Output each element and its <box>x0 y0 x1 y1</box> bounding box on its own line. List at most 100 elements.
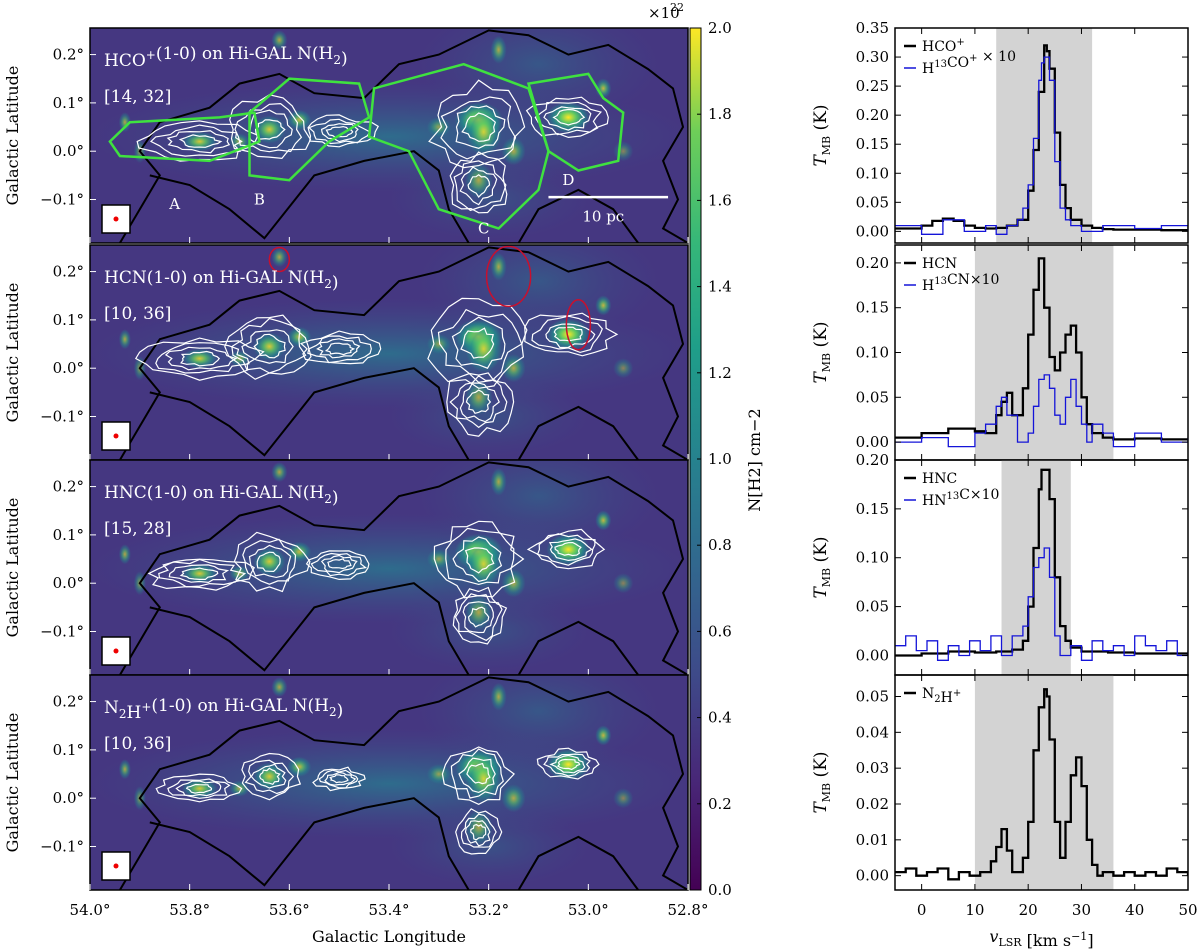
spectrum-line-isotopologue <box>895 374 1188 448</box>
map-emission-clump <box>490 35 507 64</box>
colorbar-tick-label: 0.0 <box>708 881 732 899</box>
y-tick-label: 0.0° <box>53 789 84 807</box>
molecular-contour <box>445 527 515 586</box>
y-tick-label: 0.2° <box>53 693 84 711</box>
y-tick-label: 0.1° <box>53 311 84 329</box>
map-emission-clump <box>465 539 502 588</box>
y-tick-label: 0.35 <box>856 19 889 37</box>
region-outline <box>526 72 625 172</box>
title-part: 2 <box>329 705 337 719</box>
y-axis-label: TMB (K) <box>811 751 833 813</box>
molecular-contour <box>536 533 596 566</box>
map-emission-clump <box>464 379 493 416</box>
legend-label: HN13C×10 <box>922 487 999 509</box>
y-tick-label: 0.10 <box>856 549 889 567</box>
region-label: B <box>254 190 265 208</box>
title-part: 2 <box>119 707 127 721</box>
region-outline <box>108 111 261 163</box>
title-part: 2 <box>324 277 332 291</box>
x-tick-label: 53.2° <box>468 901 509 919</box>
colorbar-tick-label: 1.4 <box>708 278 732 296</box>
map-panel: HCN(1-0) on Hi-GAL N(H2) [10, 36] 0.2° 0.1°… <box>3 244 689 461</box>
molecular-contour <box>449 375 508 429</box>
map-emission-clump <box>271 677 288 698</box>
y-tick-label: −0.1° <box>40 408 84 426</box>
label-part: (K) <box>811 536 831 567</box>
molecular-contour <box>185 783 213 794</box>
map-emission-clump <box>118 759 131 780</box>
x-axis-label: Galactic Longitude <box>312 927 466 946</box>
map-emission-clump <box>613 358 634 379</box>
hi-gal-contour <box>517 835 640 890</box>
molecular-contour <box>451 316 506 369</box>
molecular-contour <box>452 536 503 583</box>
molecular-contour <box>446 372 515 437</box>
molecular-contour <box>229 94 312 160</box>
velocity-range: [10, 36] <box>104 734 171 754</box>
y-tick-label: 0.00 <box>856 646 889 664</box>
molecular-contour <box>250 763 287 789</box>
title-part: (1-0) on Hi-GAL N(H <box>156 44 334 64</box>
y-axis-label: TMB (K) <box>811 104 833 166</box>
panel-title: HCO+(1-0) on Hi-GAL N(H2) <box>104 44 348 71</box>
y-tick-label: 0.2° <box>53 46 84 64</box>
colorbar-tick-label: 1.2 <box>708 364 732 382</box>
molecular-contour <box>464 820 491 847</box>
y-axis-label: TMB (K) <box>811 536 833 598</box>
molecular-contour <box>327 558 352 570</box>
panel-title: HNC(1-0) on Hi-GAL N(H2) <box>104 483 339 508</box>
title-part: ) <box>341 49 348 69</box>
map-emission-clump <box>490 467 507 496</box>
region-label: C <box>478 219 489 237</box>
y-tick-label: 0.20 <box>856 106 889 124</box>
molecular-contour <box>254 119 286 140</box>
label-part: T <box>811 371 831 384</box>
map-emission-clump <box>118 329 131 350</box>
legend-part: 13 <box>934 276 947 287</box>
molecular-contour <box>556 758 581 771</box>
legend-part: H <box>941 690 953 706</box>
map-emission-clump <box>287 541 312 562</box>
x-tick-label: 52.8° <box>668 901 709 919</box>
x-tick-label: 53.4° <box>369 901 410 919</box>
x-tick-label: 40 <box>1125 901 1144 919</box>
legend-part: + <box>953 688 961 699</box>
molecular-contour <box>259 767 281 786</box>
molecular-contour <box>158 558 247 588</box>
label-part: (K) <box>811 104 831 135</box>
spectrum-plot-area <box>895 675 1188 890</box>
molecular-contour <box>440 96 517 160</box>
y-tick-label: 0.00 <box>856 867 889 885</box>
molecular-contour <box>464 547 495 574</box>
molecular-contour <box>147 558 256 591</box>
map-emission-clump <box>271 247 288 268</box>
molecular-contour <box>168 564 230 584</box>
spectrum-plot-area <box>895 28 1188 243</box>
hi-gal-contour <box>149 797 470 890</box>
colorbar-tick-label: 0.8 <box>708 536 732 554</box>
y-tick-label: −0.1° <box>40 838 84 856</box>
molecular-contour <box>155 342 250 374</box>
molecular-contour <box>460 327 495 359</box>
molecular-contour <box>318 769 359 789</box>
map-emission-clump <box>546 318 591 351</box>
molecular-contour <box>310 552 368 577</box>
y-tick-label: 0.00 <box>856 222 889 240</box>
molecular-contour <box>526 528 606 570</box>
integration-range-shade <box>974 675 1114 890</box>
map-emission-clump <box>501 137 526 166</box>
molecular-contour <box>552 108 586 126</box>
legend-part: + <box>956 37 964 48</box>
hi-gal-contour <box>119 29 688 243</box>
title-part: HCO <box>104 51 146 71</box>
molecular-contour <box>467 606 490 628</box>
map-emission-clump <box>501 784 526 813</box>
x-tick-label: 53.0° <box>568 901 609 919</box>
map-emission-clump <box>287 109 312 130</box>
legend-part: 13 <box>934 59 947 70</box>
molecular-contour <box>458 757 496 794</box>
x-tick-label: 53.8° <box>169 901 210 919</box>
y-tick-label: 0.15 <box>856 135 889 153</box>
map-emission-clump <box>181 131 218 152</box>
